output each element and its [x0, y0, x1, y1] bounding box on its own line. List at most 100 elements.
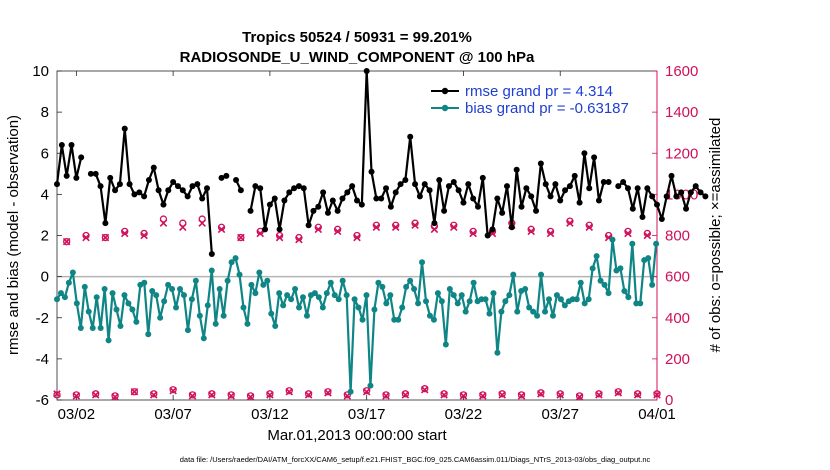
rmse-point	[92, 170, 99, 177]
rmse-point	[141, 193, 148, 200]
rmse-point	[349, 183, 356, 190]
rmse-point	[199, 195, 206, 202]
bias-point	[506, 292, 513, 299]
bias-point	[264, 277, 271, 284]
bias-point	[81, 283, 88, 290]
obs-assimilated-point	[227, 392, 235, 400]
legend-rmse-label: rmse grand pr = 4.314	[465, 83, 613, 100]
rmse-point	[310, 207, 317, 214]
bias-point	[65, 279, 72, 286]
ticks-layer: -6-4-20246810020040060080010001200140016…	[32, 63, 698, 423]
bias-point	[510, 271, 517, 278]
obs-assimilated-stroke	[82, 233, 90, 242]
bias-point	[224, 277, 231, 284]
rmse-point	[678, 189, 685, 196]
obs-assimilated-stroke	[459, 392, 468, 400]
rmse-point	[170, 179, 177, 186]
bias-point	[645, 255, 652, 262]
obs-assimilated-point	[111, 393, 119, 401]
obs-assimilated-point	[101, 233, 110, 242]
bias-point	[470, 279, 477, 286]
obs-possible-point	[130, 388, 139, 396]
rmse-point	[131, 191, 138, 198]
obs-assimilated-stroke	[633, 391, 642, 399]
y-tick-label: -2	[36, 310, 49, 327]
obs-assimilated-stroke	[140, 231, 148, 240]
rmse-point	[223, 172, 230, 179]
bias-point	[399, 304, 406, 311]
bias-point	[526, 304, 533, 311]
bias-point	[653, 240, 660, 247]
bias-point	[502, 298, 509, 305]
bias-point	[165, 281, 172, 288]
bias-point	[347, 388, 354, 395]
rmse-point	[562, 187, 569, 194]
rmse-point	[673, 193, 680, 200]
bias-point	[415, 300, 422, 307]
bias-point	[419, 259, 426, 266]
chart-title: Tropics 50524 / 50931 = 99.201%	[242, 29, 472, 46]
rmse-point	[499, 209, 506, 216]
rmse-series-layer	[54, 68, 709, 258]
obs-possible-point	[343, 391, 351, 399]
bias-point	[188, 296, 195, 303]
rmse-point	[78, 154, 85, 161]
rmse-point	[112, 187, 119, 194]
obs-assimilated-stroke	[188, 392, 197, 400]
bias-point	[93, 294, 100, 301]
obs-assimilated-point	[82, 233, 90, 242]
obs-assimilated-point	[459, 392, 468, 400]
x-tick-label: 03/22	[445, 406, 483, 423]
rmse-point	[68, 142, 75, 149]
rmse-point	[184, 193, 191, 200]
obs-assimilated-point	[411, 221, 419, 229]
rmse-point	[179, 187, 186, 194]
obs-assimilated-stroke	[566, 219, 574, 227]
obs-possible-point	[653, 390, 661, 398]
rmse-point	[54, 181, 60, 188]
obs-assimilated-stroke	[527, 227, 535, 236]
rmse-point	[136, 189, 143, 196]
bias-point	[585, 296, 592, 303]
obs-assimilated-point	[575, 393, 584, 401]
plot-area	[56, 70, 658, 401]
obs-assimilated-stroke	[227, 392, 235, 400]
obs-possible-point	[479, 391, 487, 399]
obs-assimilated-stroke	[604, 233, 613, 242]
bias-point	[542, 308, 549, 315]
obs-assimilated-stroke	[285, 388, 294, 396]
rmse-point	[281, 197, 288, 204]
bias-point	[157, 314, 164, 321]
rmse-line	[55, 143, 83, 185]
obs-possible-point	[266, 390, 274, 398]
obs-possible-point	[537, 389, 545, 397]
obs-assimilated-stroke	[653, 391, 661, 399]
bias-point	[173, 304, 180, 311]
rmse-point	[58, 142, 65, 149]
bias-point	[117, 322, 124, 329]
bias-point	[280, 302, 287, 309]
obs-assimilated-stroke	[333, 227, 342, 236]
rmse-point	[450, 179, 457, 186]
y-tick-label: 8	[41, 104, 49, 121]
obs-possible-point	[63, 238, 71, 246]
bias-point	[73, 300, 80, 307]
chart-subtitle: RADIOSONDE_U_WIND_COMPONENT @ 100 hPa	[180, 49, 535, 66]
bias-point	[430, 316, 437, 323]
bias-point	[371, 306, 378, 313]
bias-point	[196, 312, 203, 319]
data-file-footer: data file: /Users/raeder/DAI/ATM_forcXX/…	[180, 455, 651, 464]
bias-point	[522, 285, 529, 292]
rmse-point	[576, 199, 583, 206]
bias-point	[609, 236, 616, 243]
rmse-point	[291, 185, 298, 192]
obs-assimilated-stroke	[556, 391, 564, 399]
bias-series-layer	[54, 236, 660, 395]
rmse-point	[320, 189, 327, 196]
obs-assimilated-point	[62, 237, 71, 246]
obs-assimilated-point	[208, 391, 216, 399]
rmse-point	[683, 205, 690, 212]
rmse-point	[629, 205, 636, 212]
bias-point	[561, 302, 568, 309]
obs-assimilated-stroke	[353, 233, 361, 242]
